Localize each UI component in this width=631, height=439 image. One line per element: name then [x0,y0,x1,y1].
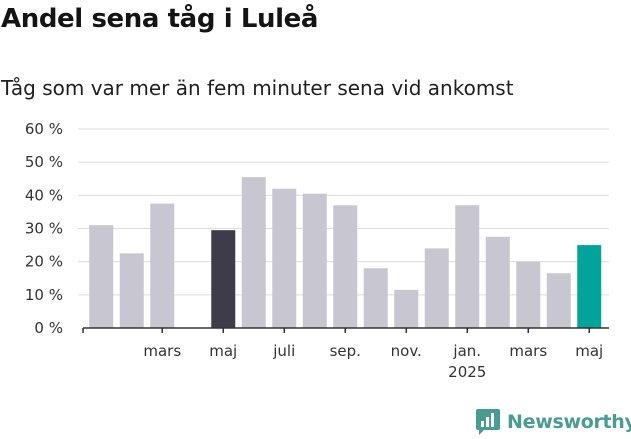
y-tick-label: 20 % [25,253,63,271]
bar [272,188,297,328]
x-tick-label: mars [509,342,547,360]
x-tick-label: juli [272,342,295,360]
bar [424,248,449,328]
x-tick-label: sep. [330,342,361,360]
newsworthy-chart-bubble-icon [476,409,500,435]
y-tick-label: 50 % [25,153,63,171]
x-tick-label: maj [575,342,603,360]
y-tick-label: 30 % [25,220,63,238]
logo-text: Newsworthy [507,411,631,433]
x-axis [82,327,609,333]
bar [485,236,510,328]
x-tick-year-label: 2025 [448,363,486,381]
newsworthy-logo[interactable]: Newsworthy [475,408,631,436]
bar-chart: 0 % 10 % 20 % 30 % 40 % 50 % 60 % mars maj juli s… [25,120,609,381]
bar [211,230,236,328]
x-tick-label: mars [143,342,181,360]
y-tick-label: 0 % [34,319,63,337]
x-tick-label: maj [209,342,237,360]
bars [89,177,602,328]
y-tick-label: 40 % [25,186,63,204]
y-tick-label: 10 % [25,286,63,304]
bar [394,289,419,328]
chart-title: Andel sena tåg i Luleå [1,4,319,34]
x-tick-label: jan. [452,342,481,360]
bar [333,205,358,328]
bar [89,225,114,328]
y-tick-label: 60 % [25,120,63,138]
y-axis-labels: 0 % 10 % 20 % 30 % 40 % 50 % 60 % [25,120,63,337]
bar [241,177,266,328]
bar [516,261,541,328]
bar [150,203,175,328]
x-tick-label: nov. [391,342,422,360]
bar [119,253,144,328]
bar [455,205,480,328]
bar [577,245,602,328]
bar [546,273,571,328]
bar [302,193,327,328]
bar [363,268,388,328]
x-axis-labels: mars maj juli sep. nov. jan. 2025 mars maj [143,342,603,381]
chart-subtitle: Tåg som var mer än fem minuter sena vid … [1,76,514,100]
